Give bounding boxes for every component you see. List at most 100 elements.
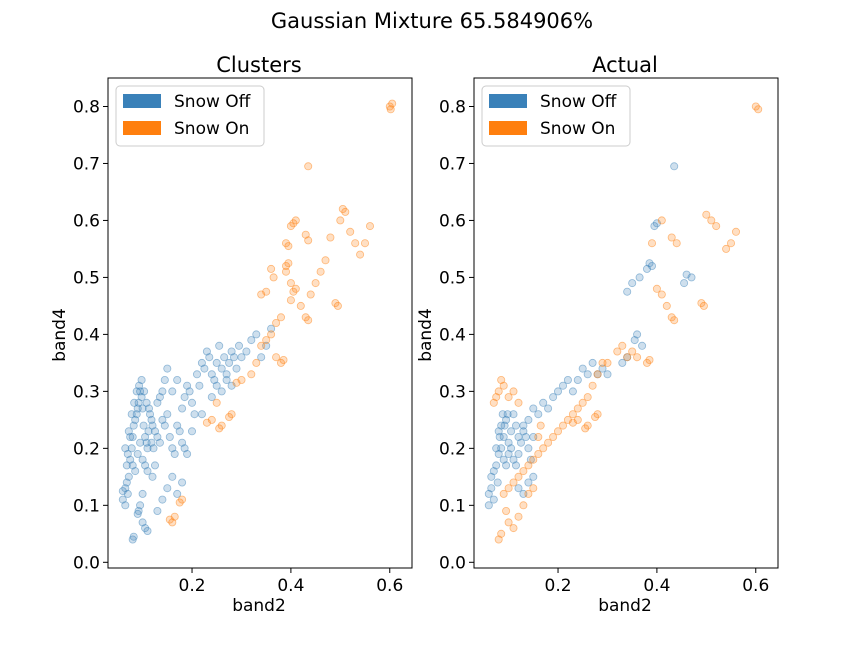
actual-legend-label-snow-off: Snow Off: [540, 92, 618, 112]
clusters-point-snow-on: [351, 239, 360, 248]
clusters-point-snow-on: [316, 267, 325, 276]
actual-point-snow-off: [544, 404, 553, 413]
clusters-point-snow-off: [257, 353, 266, 362]
actual-point-snow-off: [573, 375, 582, 384]
actual-point-snow-on: [645, 355, 654, 364]
actual-point-snow-on: [670, 316, 679, 325]
clusters-point-snow-on: [388, 99, 397, 108]
clusters-point-snow-off: [133, 449, 142, 458]
clusters-ytick-label: 0.2: [73, 439, 100, 459]
clusters-xtick-label: 0.6: [376, 576, 403, 596]
actual-point-snow-on: [536, 421, 545, 430]
clusters-axes-frame: [107, 77, 413, 569]
clusters-point-snow-on: [281, 267, 290, 276]
clusters-point-snow-off: [122, 461, 131, 470]
clusters-point-snow-off: [215, 341, 224, 350]
clusters-point-snow-on: [269, 273, 278, 282]
actual-point-snow-on: [554, 427, 563, 436]
clusters-ytick-label: 0.6: [73, 211, 100, 231]
actual-xtick-label: 0.6: [742, 576, 769, 596]
clusters-point-snow-on: [311, 279, 320, 288]
clusters-point-snow-on: [286, 279, 295, 288]
actual-point-snow-on: [618, 341, 627, 350]
actual-point-snow-off: [524, 444, 533, 453]
actual-point-snow-off: [514, 449, 523, 458]
clusters-point-snow-on: [257, 341, 266, 350]
actual-point-snow-off: [623, 287, 632, 296]
clusters-point-snow-off: [217, 387, 226, 396]
clusters-ticks: 0.2 0.4 0.6 0.0 0.1 0.2 0.3 0.4 0.5 0.6 0.7 0.8: [73, 97, 403, 596]
clusters-point-snow-off: [136, 438, 145, 447]
clusters-legend-swatch-snow-off: [123, 94, 161, 108]
clusters-point-snow-off: [143, 444, 152, 453]
actual-title: Actual: [592, 53, 658, 77]
clusters-point-snow-off: [138, 489, 147, 498]
clusters-legend-label-snow-on: Snow On: [174, 119, 249, 139]
actual-point-snow-on: [581, 424, 590, 433]
clusters-point-snow-off: [137, 375, 146, 384]
actual-point-snow-on: [534, 449, 543, 458]
actual-point-snow-on: [667, 233, 676, 242]
clusters-point-snow-off: [185, 387, 194, 396]
clusters-point-snow-off: [163, 410, 172, 419]
actual-point-snow-on: [568, 410, 577, 419]
clusters-legend-swatch-snow-on: [123, 121, 161, 135]
clusters-point-snow-off: [205, 353, 214, 362]
actual-point-snow-on: [712, 222, 721, 231]
clusters-point-snow-on: [304, 236, 313, 245]
actual-point-snow-on: [519, 501, 528, 510]
actual-ytick-label: 0.3: [439, 382, 466, 402]
clusters-point-snow-off: [168, 472, 177, 481]
actual-point-snow-off: [588, 358, 597, 367]
actual-point-snow-on: [509, 524, 518, 533]
clusters-point-snow-off: [200, 364, 209, 373]
actual-point-snow-on: [519, 467, 528, 476]
clusters-point-snow-on: [304, 316, 313, 325]
clusters-point-snow-off: [187, 427, 196, 436]
actual-point-snow-off: [512, 461, 521, 470]
actual-point-snow-off: [598, 364, 607, 373]
clusters-point-snow-off: [225, 358, 234, 367]
clusters-point-snow-on: [286, 296, 295, 305]
clusters-point-snow-off: [118, 487, 127, 496]
actual-point-snow-on: [623, 353, 632, 362]
actual-point-snow-on: [633, 353, 642, 362]
clusters-point-snow-on: [341, 207, 350, 216]
clusters-point-snow-on: [267, 330, 276, 339]
actual-point-snow-on: [499, 489, 508, 498]
clusters-xtick-label: 0.4: [277, 576, 304, 596]
actual-panel: Actual band2 band4 0.2 0.4 0.6 0.0 0.1 0.2 0.3…: [416, 53, 779, 616]
clusters-point-snow-off: [153, 506, 162, 515]
actual-ytick-label: 0.4: [439, 325, 466, 345]
actual-point-snow-off: [509, 410, 518, 419]
actual-point-snow-on: [699, 301, 708, 310]
actual-point-snow-on: [534, 432, 543, 441]
clusters-xlabel: band2: [232, 596, 286, 616]
actual-point-snow-off: [559, 381, 568, 390]
actual-point-snow-on: [539, 444, 548, 453]
actual-point-snow-on: [732, 227, 741, 236]
clusters-xtick-label: 0.2: [179, 576, 206, 596]
clusters-point-snow-off: [192, 370, 201, 379]
clusters-point-snow-on: [346, 227, 355, 236]
actual-point-snow-off: [499, 432, 508, 441]
actual-point-snow-off: [578, 364, 587, 373]
clusters-point-snow-on: [272, 353, 281, 362]
clusters-point-snow-off: [122, 478, 131, 487]
clusters-point-snow-off: [140, 387, 149, 396]
clusters-point-snow-on: [306, 290, 315, 299]
clusters-point-snow-off: [158, 495, 167, 504]
clusters-point-snow-off: [160, 421, 169, 430]
actual-point-snow-off: [495, 432, 504, 441]
actual-point-snow-on: [529, 455, 538, 464]
clusters-point-snow-on: [257, 290, 266, 299]
clusters-point-snow-off: [229, 353, 238, 362]
actual-point-snow-off: [503, 410, 512, 419]
clusters-ytick-label: 0.3: [73, 382, 100, 402]
actual-point-snow-off: [493, 478, 502, 487]
actual-point-snow-on: [613, 347, 622, 356]
actual-point-snow-off: [487, 484, 496, 493]
actual-point-snow-off: [568, 387, 577, 396]
clusters-point-snow-off: [267, 324, 276, 333]
